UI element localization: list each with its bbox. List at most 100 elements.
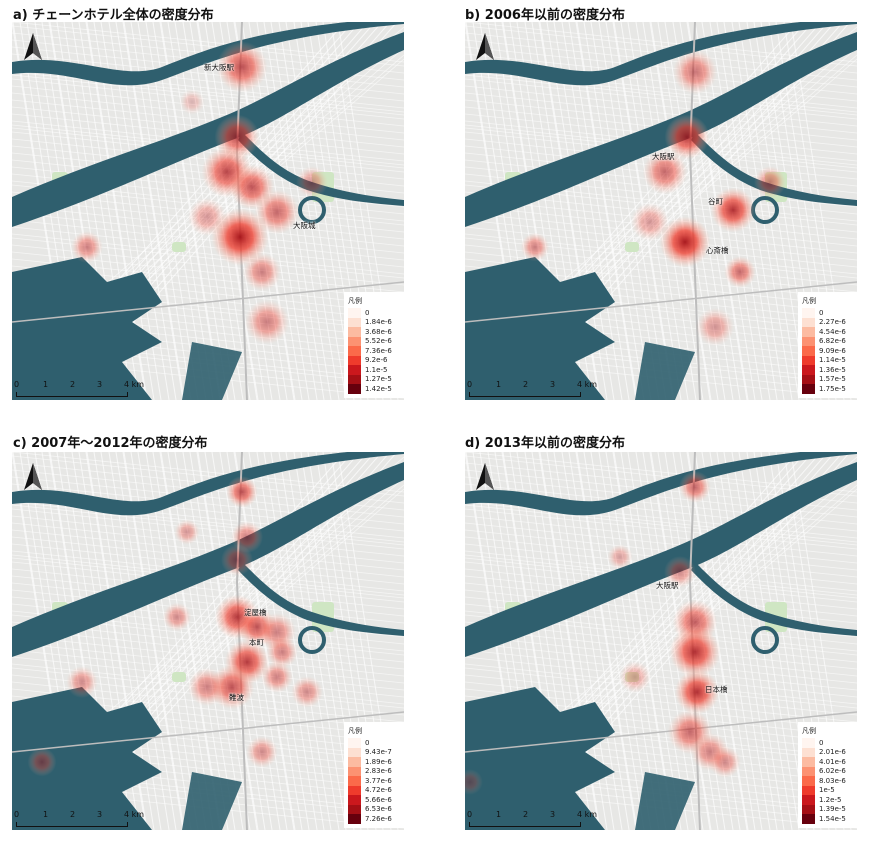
scale-tick: 4 km xyxy=(577,810,598,819)
place-label: 谷町 xyxy=(708,197,723,206)
legend-title: 凡例 xyxy=(802,727,816,735)
legend-item: 0 xyxy=(802,308,857,318)
legend-value: 1.1e-5 xyxy=(365,365,388,374)
legend-value: 1.14e-5 xyxy=(819,356,846,365)
legend-swatch xyxy=(802,795,815,805)
legend-value: 1.42e-5 xyxy=(365,384,392,393)
legend-swatch xyxy=(348,757,361,767)
legend-swatch xyxy=(802,308,815,318)
scale-tick: 2 xyxy=(523,380,529,389)
legend-swatch xyxy=(802,317,815,327)
legend-swatch xyxy=(802,384,815,394)
place-label: 心斎橋 xyxy=(706,246,729,255)
density-hotspot xyxy=(291,676,323,708)
density-hotspot xyxy=(66,666,98,698)
legend-value: 9.09e-6 xyxy=(819,346,846,355)
density-heatmap xyxy=(71,41,328,345)
legend-swatch xyxy=(802,346,815,356)
legend-item: 1.2e-5 xyxy=(802,795,857,805)
legend-swatch xyxy=(802,365,815,375)
legend-swatch xyxy=(348,327,361,337)
legend-value: 9.2e-6 xyxy=(365,356,388,365)
north-arrow-icon xyxy=(476,463,494,490)
legend-item: 0 xyxy=(348,308,403,318)
north-arrow-icon xyxy=(24,33,42,60)
scale-bar: 0 1 2 3 4 km xyxy=(14,380,154,400)
legend-item: 1.36e-5 xyxy=(802,365,857,375)
basemap xyxy=(12,452,404,830)
scale-tick: 3 xyxy=(97,380,103,389)
scale-tick: 1 xyxy=(43,810,49,819)
density-hotspot xyxy=(679,471,711,503)
legend-title: 凡例 xyxy=(348,297,362,305)
density-hotspot xyxy=(296,166,328,198)
density-hotspot xyxy=(664,556,696,588)
legend-swatch xyxy=(802,785,815,795)
legend-value: 7.36e-6 xyxy=(365,346,392,355)
legend-value: 3.68e-6 xyxy=(365,327,392,336)
density-hotspot xyxy=(669,626,721,678)
density-hotspot xyxy=(266,636,298,668)
density-hotspot xyxy=(244,299,290,345)
scale-bar: 0 1 2 3 4 km xyxy=(467,380,607,400)
density-hotspot xyxy=(162,602,192,632)
legend-value: 0 xyxy=(819,308,824,317)
density-hotspot xyxy=(619,661,651,693)
legend-swatch xyxy=(348,346,361,356)
density-hotspot xyxy=(754,166,786,198)
legend-title: 凡例 xyxy=(348,727,362,735)
legend-value: 2.27e-6 xyxy=(819,318,846,327)
legend-value: 1.54e-5 xyxy=(819,814,846,823)
legend-swatch xyxy=(348,336,361,346)
legend-value: 3.77e-6 xyxy=(365,776,392,785)
legend-value: 1.36e-5 xyxy=(819,365,846,374)
density-hotspot xyxy=(174,519,200,545)
legend-value: 2.01e-6 xyxy=(819,748,846,757)
scale-tick: 3 xyxy=(97,810,103,819)
legend-swatch xyxy=(348,804,361,814)
map-panel-b: 大阪駅 谷町 心斎橋 xyxy=(465,22,857,400)
place-label: 大阪駅 xyxy=(656,581,679,590)
legend-swatch xyxy=(348,308,361,318)
legend-item: 4.72e-6 xyxy=(348,785,403,795)
legend-swatch xyxy=(802,804,815,814)
legend-item: 9.09e-6 xyxy=(802,346,857,356)
legend-swatch xyxy=(348,365,361,375)
legend-swatch xyxy=(802,766,815,776)
legend-value: 6.53e-6 xyxy=(365,805,392,814)
legend-item: 2.01e-6 xyxy=(802,747,857,757)
legend-swatch xyxy=(348,776,361,786)
legend-item: 2.83e-6 xyxy=(348,766,403,776)
scale-tick: 0 xyxy=(467,810,473,819)
panel-title-a: a) チェーンホテル全体の密度分布 xyxy=(13,8,214,23)
density-hotspot xyxy=(71,231,103,263)
scale-tick: 2 xyxy=(70,380,76,389)
legend-item: 1.1e-5 xyxy=(348,365,403,375)
legend-item: 1.89e-6 xyxy=(348,757,403,767)
scale-tick: 4 km xyxy=(124,810,145,819)
density-heatmap xyxy=(27,476,323,777)
legend-d: 凡例 0 2.01e-6 4.01e-6 6.02e-6 8.03e-6 1e-5 1.2e… xyxy=(798,722,861,828)
legend-value: 1.75e-5 xyxy=(819,384,846,393)
density-heatmap xyxy=(465,471,741,795)
density-hotspot xyxy=(242,252,282,292)
scale-tick: 0 xyxy=(14,380,20,389)
legend-swatch xyxy=(348,747,361,757)
legend-swatch xyxy=(348,766,361,776)
density-hotspot xyxy=(226,476,258,508)
legend-item: 3.77e-6 xyxy=(348,776,403,786)
legend-item: 1.57e-5 xyxy=(802,374,857,384)
legend-value: 7.26e-6 xyxy=(365,814,392,823)
north-arrow-icon xyxy=(24,463,42,490)
legend-item: 2.27e-6 xyxy=(802,317,857,327)
legend-title: 凡例 xyxy=(802,297,816,305)
density-hotspot xyxy=(520,232,550,262)
scale-bar: 0 1 2 3 4 km xyxy=(14,810,154,830)
legend-item: 0 xyxy=(348,738,403,748)
legend-swatch xyxy=(802,355,815,365)
legend-c: 凡例 0 9.43e-7 1.89e-6 2.83e-6 3.77e-6 4.72e-6 5… xyxy=(344,722,407,828)
legend-value: 0 xyxy=(365,738,370,747)
legend-swatch xyxy=(802,738,815,748)
legend-item: 8.03e-6 xyxy=(802,776,857,786)
map-panel-a: 新大阪駅 大阪城 xyxy=(12,22,404,400)
